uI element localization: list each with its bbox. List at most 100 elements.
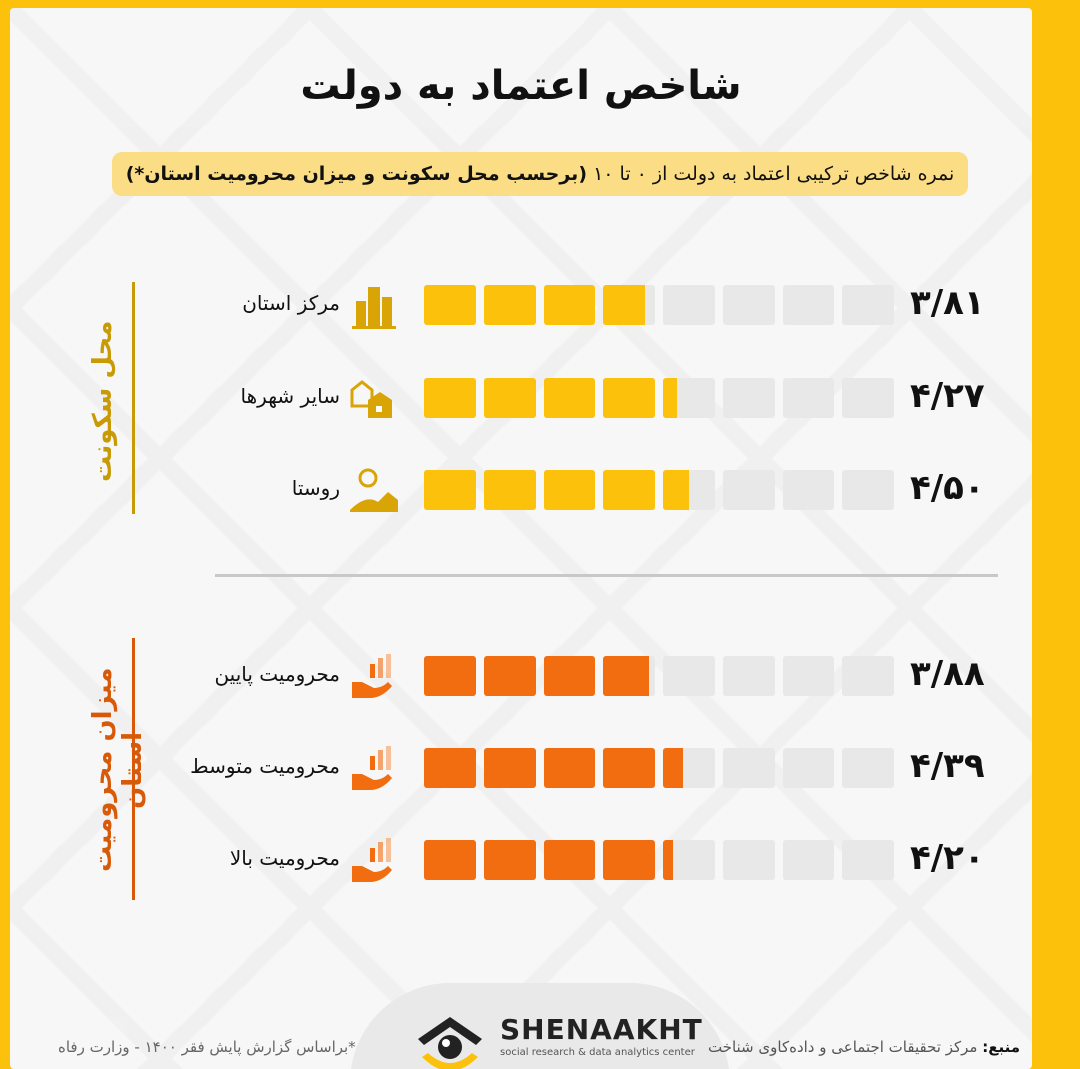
bar-row: مرکز استان ۳/۸۱ <box>10 283 1032 329</box>
bar-segment <box>782 285 835 325</box>
bar-segment <box>483 840 536 880</box>
bar <box>424 748 894 788</box>
bar-fill <box>424 378 476 418</box>
eye-logo-icon <box>418 1017 482 1069</box>
bar-segment <box>663 285 715 325</box>
bar-segment <box>663 378 715 418</box>
category-label: محرومیت متوسط <box>190 754 340 778</box>
bar-segment <box>603 378 655 418</box>
section-divider <box>215 574 998 577</box>
city-buildings-icon <box>348 279 400 331</box>
bar-segment <box>483 378 536 418</box>
bar-fill <box>603 748 655 788</box>
bar-fill <box>424 470 476 510</box>
subtitle: نمره شاخص ترکیبی اعتماد به دولت از ۰ تا … <box>112 152 968 196</box>
bar-row: روستا ۴/۵۰ <box>10 468 1032 512</box>
bar-segment <box>603 748 655 788</box>
hand-chart-icon <box>348 650 400 702</box>
logo-tagline: social research & data analytics center <box>500 1047 695 1058</box>
hand-chart-icon <box>348 742 400 794</box>
bar-segment <box>424 840 476 880</box>
bar-segment <box>483 748 536 788</box>
bar-segment <box>543 748 596 788</box>
bar-segment <box>842 470 894 510</box>
bar-fill <box>663 470 689 510</box>
source-label: منبع: <box>982 1038 1020 1056</box>
bar-fill <box>603 470 655 510</box>
bar-fill <box>483 840 536 880</box>
bar-segment <box>722 748 775 788</box>
value-label: ۳/۸۸ <box>910 654 985 694</box>
bar-segment <box>663 656 715 696</box>
group-line-deprivation <box>132 638 135 900</box>
bar-fill <box>483 656 536 696</box>
bar-segment <box>842 378 894 418</box>
bar-segment <box>842 748 894 788</box>
bar-row: محرومیت متوسط ۴/۳۹ <box>10 746 1032 790</box>
bar-segment <box>603 285 655 325</box>
bar-segment <box>483 656 536 696</box>
infographic-card: شاخص اعتماد به دولت نمره شاخص ترکیبی اعت… <box>10 8 1032 1069</box>
bar-segment <box>543 470 596 510</box>
bar-fill <box>663 840 674 880</box>
bar-fill <box>424 840 476 880</box>
bar-segment <box>603 470 655 510</box>
group-line-residence <box>132 282 135 514</box>
logo-name: SHENAAKHT <box>500 1013 703 1046</box>
bar-row: سایر شهرها ۴/۲۷ <box>10 376 1032 420</box>
category-label: محرومیت بالا <box>229 846 340 870</box>
bar-segment <box>782 378 835 418</box>
page-title: شاخص اعتماد به دولت <box>300 63 742 109</box>
category-label: مرکز استان <box>242 291 340 315</box>
category-label: روستا <box>291 476 340 500</box>
bar-fill <box>603 656 649 696</box>
village-icon <box>348 464 400 516</box>
bar-fill <box>483 748 536 788</box>
source-text: مرکز تحقیقات اجتماعی و داده‌کاوی شناخت <box>707 1038 978 1056</box>
houses-icon <box>348 372 400 424</box>
bar-segment <box>424 285 476 325</box>
bar-row: محرومیت بالا ۴/۲۰ <box>10 838 1032 882</box>
value-label: ۳/۸۱ <box>910 283 985 323</box>
bar-fill <box>603 285 646 325</box>
bar-fill <box>543 378 596 418</box>
subtitle-bold: (برحسب محل سکونت و میزان محرومیت استان*) <box>125 163 588 185</box>
bar-segment <box>543 840 596 880</box>
bar-segment <box>543 656 596 696</box>
value-label: ۴/۵۰ <box>910 468 985 508</box>
bar-segment <box>603 840 655 880</box>
bar-segment <box>543 378 596 418</box>
bar-fill <box>543 748 596 788</box>
bar-segment <box>663 470 715 510</box>
value-label: ۴/۳۹ <box>910 746 985 786</box>
bar-segment <box>722 378 775 418</box>
bar-fill <box>543 285 596 325</box>
bar-segment <box>424 656 476 696</box>
bar-segment <box>842 656 894 696</box>
bar-segment <box>483 470 536 510</box>
bar-fill <box>424 285 476 325</box>
bar-segment <box>663 840 715 880</box>
bar-segment <box>842 840 894 880</box>
footnote: *براساس گزارش پایش فقر ۱۴۰۰ - وزارت رفاه <box>58 1038 356 1056</box>
bar <box>424 285 894 325</box>
bar-segment <box>782 748 835 788</box>
bar <box>424 470 894 510</box>
logo: SHENAAKHT social research & data analyti… <box>350 983 730 1069</box>
bar <box>424 840 894 880</box>
bar-segment <box>663 748 715 788</box>
bar-fill <box>543 840 596 880</box>
bar-fill <box>424 656 476 696</box>
bar-fill <box>663 748 684 788</box>
bar-segment <box>722 656 775 696</box>
bar-fill <box>483 470 536 510</box>
category-label: محرومیت پایین <box>214 662 340 686</box>
value-label: ۴/۲۰ <box>910 838 985 878</box>
bar <box>424 656 894 696</box>
bar-fill <box>543 470 596 510</box>
bar-segment <box>424 748 476 788</box>
source-credit: منبع: مرکز تحقیقات اجتماعی و داده‌کاوی ش… <box>708 1038 1020 1056</box>
bar-segment <box>782 840 835 880</box>
value-label: ۴/۲۷ <box>910 376 985 416</box>
bar-fill <box>483 285 536 325</box>
